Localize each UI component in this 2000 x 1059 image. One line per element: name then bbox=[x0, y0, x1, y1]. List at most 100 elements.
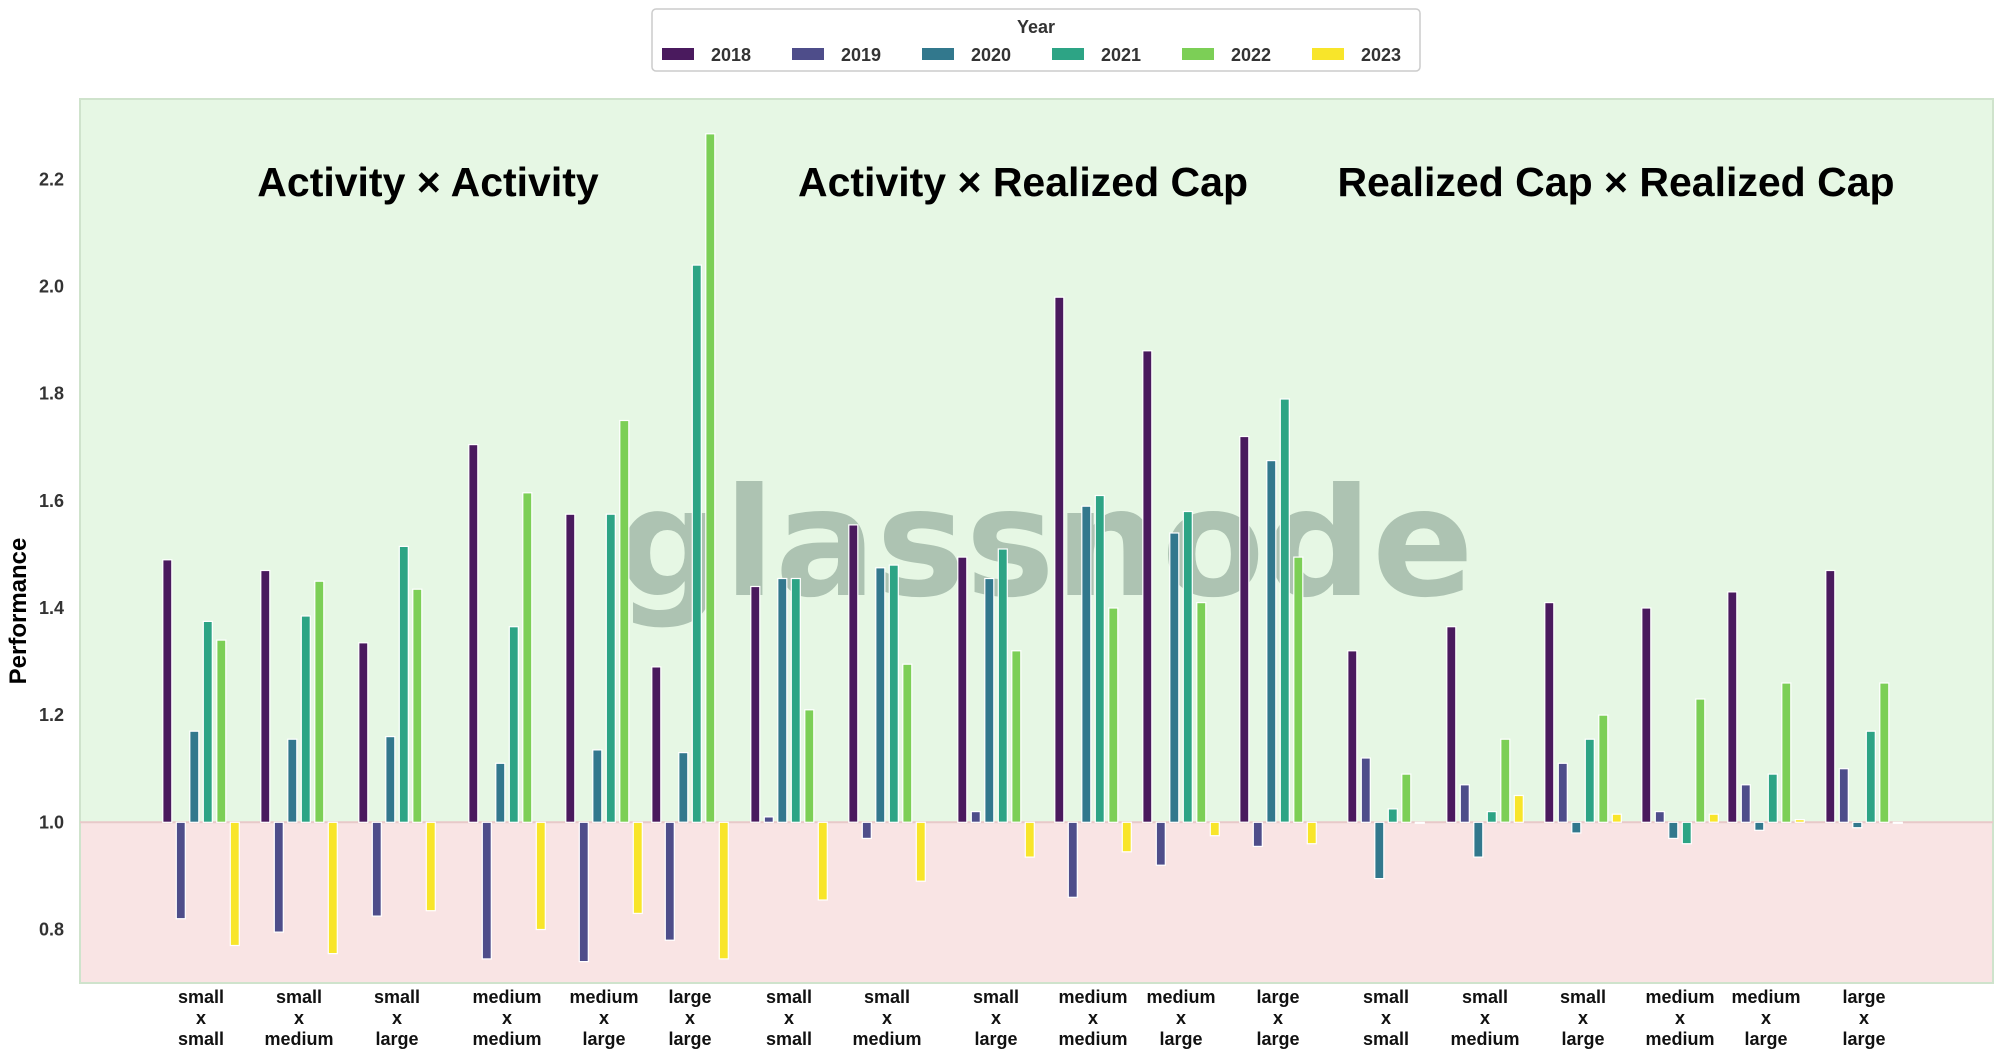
bar-2020-17 bbox=[1852, 821, 1863, 829]
bar-2020-6 bbox=[777, 577, 788, 823]
bar-2021-17 bbox=[1865, 730, 1876, 823]
bar-2018-7 bbox=[848, 524, 859, 823]
bar-2022-8 bbox=[1011, 650, 1022, 823]
bar-2020-1 bbox=[287, 738, 298, 823]
bar-2022-11 bbox=[1293, 556, 1304, 823]
bar-2022-2 bbox=[412, 588, 423, 823]
bar-2023-14 bbox=[1611, 813, 1622, 823]
bar-2020-16 bbox=[1754, 821, 1765, 831]
bar-2021-8 bbox=[997, 548, 1008, 823]
bar-2021-15 bbox=[1681, 821, 1692, 845]
bar-2022-3 bbox=[522, 492, 533, 823]
legend-swatch-2022 bbox=[1182, 48, 1214, 60]
plot-frame bbox=[79, 98, 1994, 984]
y-tick-label: 2.0 bbox=[39, 277, 64, 297]
bar-2021-0 bbox=[202, 620, 213, 823]
bar-2023-10 bbox=[1209, 821, 1220, 837]
legend-swatch-2021 bbox=[1052, 48, 1084, 60]
x-tick-label: medium x medium bbox=[472, 987, 541, 1049]
x-axis: small x small small x medium small x large medium… bbox=[178, 987, 1886, 1049]
group-label: Activity × Activity bbox=[257, 159, 599, 205]
bar-2022-16 bbox=[1781, 682, 1792, 823]
bar-2018-9 bbox=[1054, 296, 1065, 823]
x-tick-label: small x large bbox=[1560, 987, 1606, 1049]
bar-2019-0 bbox=[175, 821, 186, 920]
bar-2023-3 bbox=[535, 821, 546, 931]
bar-2019-12 bbox=[1360, 757, 1371, 823]
bar-2018-12 bbox=[1347, 650, 1358, 823]
x-tick-label: large x large bbox=[1842, 987, 1885, 1049]
bar-2018-2 bbox=[358, 642, 369, 823]
bars-layer bbox=[162, 133, 1903, 963]
bar-2022-1 bbox=[314, 580, 325, 823]
bar-2023-17 bbox=[1892, 821, 1903, 824]
bar-2019-3 bbox=[481, 821, 492, 960]
bar-2022-10 bbox=[1196, 601, 1207, 823]
bar-2023-4 bbox=[632, 821, 643, 914]
legend-label-2023: 2023 bbox=[1361, 45, 1401, 65]
bar-2018-1 bbox=[260, 569, 271, 823]
bar-2020-9 bbox=[1081, 505, 1092, 823]
group-label: Activity × Realized Cap bbox=[798, 159, 1248, 205]
x-tick-label: medium x medium bbox=[1645, 987, 1714, 1049]
bar-2018-15 bbox=[1641, 607, 1652, 823]
x-tick-label: medium x large bbox=[1731, 987, 1800, 1049]
bar-2023-2 bbox=[425, 821, 436, 912]
x-tick-label: medium x medium bbox=[1058, 987, 1127, 1049]
bar-2023-1 bbox=[327, 821, 338, 955]
bar-2020-3 bbox=[495, 762, 506, 823]
bar-2019-9 bbox=[1067, 821, 1078, 898]
bar-2019-14 bbox=[1557, 762, 1568, 823]
bar-2019-8 bbox=[970, 810, 981, 823]
bar-2023-6 bbox=[817, 821, 828, 901]
x-tick-label: large x large bbox=[1256, 987, 1299, 1049]
bar-2020-11 bbox=[1266, 460, 1277, 823]
bar-2018-6 bbox=[750, 585, 761, 823]
bar-2019-6 bbox=[763, 816, 774, 823]
bar-2023-9 bbox=[1121, 821, 1132, 853]
y-tick-label: 1.0 bbox=[39, 812, 64, 832]
x-tick-label: small x medium bbox=[264, 987, 333, 1049]
bar-2019-7 bbox=[861, 821, 872, 839]
x-tick-label: medium x large bbox=[1146, 987, 1215, 1049]
bar-2023-15 bbox=[1708, 813, 1719, 823]
bar-2018-16 bbox=[1727, 591, 1738, 823]
bar-2020-7 bbox=[875, 567, 886, 823]
bar-2020-13 bbox=[1473, 821, 1484, 858]
bar-2022-17 bbox=[1879, 682, 1890, 823]
bar-2023-7 bbox=[915, 821, 926, 882]
bar-2021-9 bbox=[1094, 494, 1105, 823]
bar-2020-8 bbox=[984, 577, 995, 823]
bar-2018-5 bbox=[651, 666, 662, 823]
bar-2021-6 bbox=[790, 577, 801, 823]
bar-2023-11 bbox=[1306, 821, 1317, 845]
bar-2021-10 bbox=[1182, 510, 1193, 823]
bar-2023-16 bbox=[1794, 818, 1805, 823]
legend-label-2020: 2020 bbox=[971, 45, 1011, 65]
bar-2022-6 bbox=[804, 709, 815, 823]
below-baseline-zone bbox=[80, 822, 1993, 983]
bar-2020-15 bbox=[1668, 821, 1679, 839]
bar-2021-13 bbox=[1486, 810, 1497, 823]
bar-2019-4 bbox=[578, 821, 589, 963]
bar-2019-17 bbox=[1838, 768, 1849, 823]
bar-2021-3 bbox=[508, 626, 519, 823]
legend-swatch-2023 bbox=[1312, 48, 1344, 60]
group-label: Realized Cap × Realized Cap bbox=[1337, 159, 1894, 205]
bar-2020-12 bbox=[1374, 821, 1385, 880]
bar-2021-5 bbox=[691, 264, 702, 823]
y-tick-label: 1.4 bbox=[39, 598, 64, 618]
y-axis: 0.8 1.0 1.2 1.4 1.6 1.8 2.0 2.2 bbox=[39, 169, 64, 939]
bar-2022-7 bbox=[902, 663, 913, 823]
bar-2022-0 bbox=[216, 639, 227, 823]
legend-label-2021: 2021 bbox=[1101, 45, 1141, 65]
legend-label-2019: 2019 bbox=[841, 45, 881, 65]
bar-2019-13 bbox=[1459, 784, 1470, 823]
bar-2022-15 bbox=[1695, 698, 1706, 823]
bar-2022-5 bbox=[705, 133, 716, 823]
bar-2021-1 bbox=[300, 615, 311, 823]
y-tick-label: 2.2 bbox=[39, 169, 64, 189]
bar-2022-13 bbox=[1500, 738, 1511, 823]
bar-2019-11 bbox=[1252, 821, 1263, 847]
